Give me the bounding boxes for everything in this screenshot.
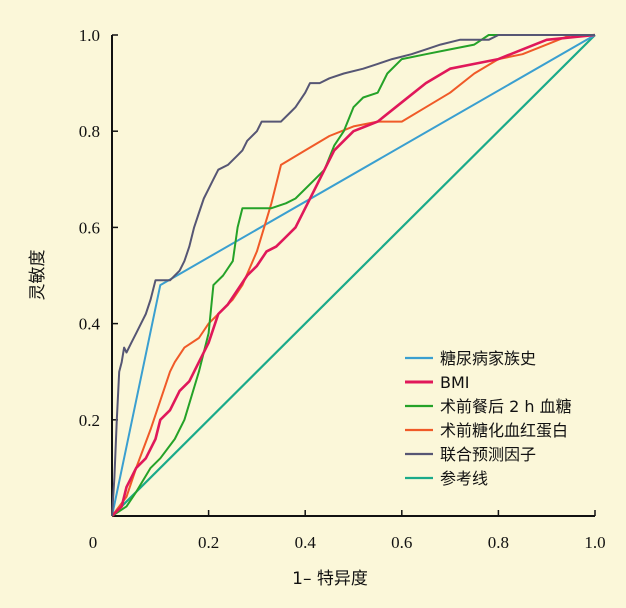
series-line-5 (111, 34, 596, 517)
series-line-0 (111, 34, 596, 517)
x-tick-label: 0.4 (295, 533, 317, 552)
axes (111, 34, 596, 517)
y-axis-title: 灵敏度 (28, 250, 48, 301)
series-line-3 (111, 34, 595, 517)
y-tick-label: 0.2 (79, 411, 100, 430)
legend-label: BMI (440, 373, 470, 392)
series-line-2 (111, 34, 595, 517)
legend-label: 术前餐后 2 h 血糖 (440, 397, 572, 416)
y-tick-labels: 0.2 0.4 0.6 0.8 1.0 (79, 26, 101, 430)
x-tick-label: 0.8 (488, 533, 509, 552)
y-tick-label: 0.8 (79, 122, 100, 141)
x-tick-label: 0.2 (198, 533, 219, 552)
x-tick-label: 1.0 (584, 533, 605, 552)
y-tick-label: 0.4 (79, 315, 101, 334)
x-tick-label: 0 (89, 533, 98, 552)
series-layer (111, 33, 596, 517)
legend-label: 联合预测因子 (440, 445, 536, 464)
legend-label: 糖尿病家族史 (440, 349, 536, 368)
legend-label: 术前糖化血红蛋白 (440, 421, 568, 440)
x-axis-title: 1– 特异度 (292, 569, 368, 589)
x-tick-label: 0.6 (391, 533, 412, 552)
series-line-4 (111, 34, 595, 517)
legend-label: 参考线 (440, 469, 488, 488)
series-line-1 (111, 33, 596, 517)
y-tick-label: 1.0 (79, 26, 100, 45)
y-tick-label: 0.6 (79, 218, 100, 237)
x-tick-labels: 0 0.2 0.4 0.6 0.8 1.0 (89, 533, 606, 552)
